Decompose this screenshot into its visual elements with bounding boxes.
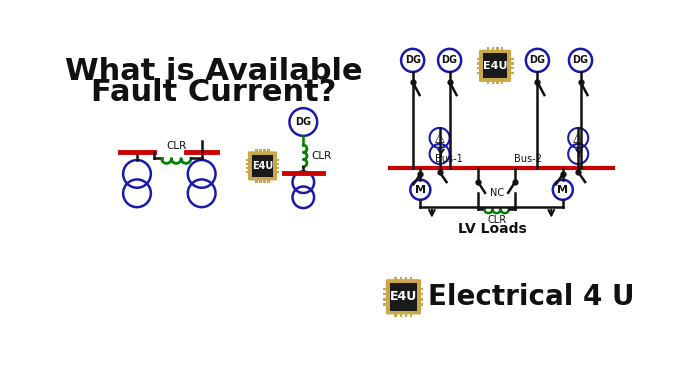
Bar	[384, 293, 387, 296]
Bar	[256, 149, 258, 153]
Text: DG: DG	[442, 56, 458, 65]
Bar	[246, 159, 249, 161]
Bar	[276, 171, 279, 173]
Bar	[405, 277, 407, 280]
Bar	[500, 47, 503, 51]
Bar	[276, 167, 279, 169]
Bar	[500, 80, 503, 84]
Bar	[259, 149, 262, 153]
Bar	[276, 163, 279, 165]
Bar	[487, 47, 489, 51]
Text: Y: Y	[574, 149, 582, 159]
Text: Y: Y	[435, 149, 444, 159]
Bar	[419, 293, 424, 296]
FancyBboxPatch shape	[386, 280, 420, 314]
Bar	[410, 313, 412, 317]
Bar	[477, 72, 480, 74]
Bar	[491, 80, 494, 84]
Text: E4U: E4U	[252, 161, 273, 171]
Bar	[400, 277, 402, 280]
Text: DG: DG	[405, 56, 421, 65]
Bar	[400, 313, 402, 317]
Bar	[267, 149, 270, 153]
Bar	[487, 80, 489, 84]
Text: CLR: CLR	[311, 151, 331, 161]
Bar	[419, 288, 424, 290]
Text: DG: DG	[295, 117, 312, 127]
Bar	[483, 54, 507, 78]
Text: △: △	[435, 132, 444, 144]
Text: M: M	[557, 185, 568, 195]
Text: E4U: E4U	[483, 61, 507, 71]
Text: Fault Current?: Fault Current?	[91, 78, 337, 107]
Bar	[384, 288, 387, 290]
Bar	[510, 58, 514, 60]
Bar	[419, 298, 424, 301]
Text: E4U: E4U	[390, 290, 417, 303]
Bar	[256, 179, 258, 183]
Text: LV Loads: LV Loads	[458, 222, 527, 236]
Bar	[410, 277, 412, 280]
Bar	[384, 303, 387, 306]
Bar	[477, 67, 480, 69]
Text: △: △	[573, 132, 583, 144]
Text: What is Available: What is Available	[65, 57, 363, 86]
Text: CLR: CLR	[487, 215, 506, 225]
Text: Electrical 4 U: Electrical 4 U	[428, 283, 634, 311]
Bar	[246, 171, 249, 173]
FancyBboxPatch shape	[248, 152, 276, 180]
Bar	[491, 47, 494, 51]
Text: Bus-1: Bus-1	[435, 154, 463, 164]
Text: CLR: CLR	[166, 141, 186, 151]
Bar	[510, 72, 514, 74]
Bar	[246, 163, 249, 165]
Bar	[394, 277, 397, 280]
Text: Bus-2: Bus-2	[514, 154, 542, 164]
Bar	[267, 179, 270, 183]
Bar	[263, 149, 266, 153]
Bar	[259, 179, 262, 183]
Bar	[389, 283, 417, 310]
Text: DG: DG	[573, 56, 589, 65]
Text: NC: NC	[489, 188, 503, 198]
FancyBboxPatch shape	[480, 50, 510, 81]
Bar	[276, 159, 279, 161]
Bar	[252, 155, 273, 177]
Bar	[477, 58, 480, 60]
Bar	[510, 62, 514, 64]
Text: DG: DG	[529, 56, 545, 65]
Bar	[394, 313, 397, 317]
Text: M: M	[415, 185, 426, 195]
Bar	[496, 80, 498, 84]
Bar	[510, 67, 514, 69]
Bar	[384, 298, 387, 301]
Bar	[496, 47, 498, 51]
Bar	[263, 179, 266, 183]
Bar	[405, 313, 407, 317]
Bar	[477, 62, 480, 64]
Bar	[419, 303, 424, 306]
Bar	[246, 167, 249, 169]
